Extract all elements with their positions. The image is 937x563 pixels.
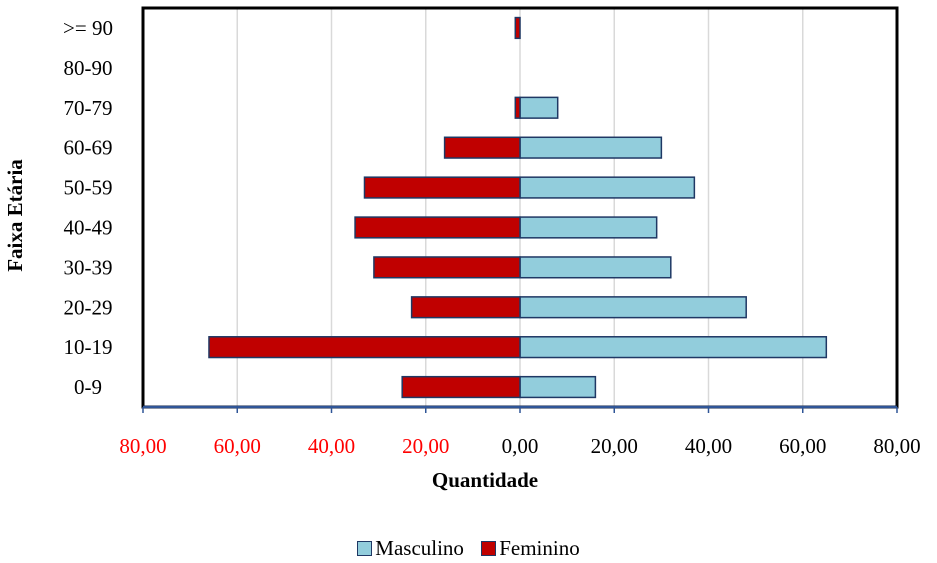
y-tick-label-20-29: 20-29 [64,295,113,319]
y-tick-label-30-39: 30-39 [64,255,113,279]
y-tick-label-40-49: 40-49 [64,215,113,239]
y-tick-label-50-59: 50-59 [64,176,113,200]
y-axis-title: Faixa Etária [3,159,27,272]
bar-feminino-20-29 [410,296,521,319]
x-tick-label: 40,00 [308,434,355,458]
bar-masculino-30-39 [519,256,672,279]
bar-masculino-70-79 [519,96,559,119]
gridlines [236,8,804,407]
legend-item-masculino: Masculino [357,536,464,561]
bar-feminino-0-9 [401,375,521,399]
y-tick-label-80-90: 80-90 [64,56,113,80]
legend-label-masculino: Masculino [375,536,464,560]
x-axis: 80,00 60,00 40,00 20,00 0,00 20,00 40,00 60,00 8… [119,405,921,458]
bar-feminino-40-49 [354,216,521,239]
bar-masculino-50-59 [519,176,696,199]
bar-feminino-90 [514,16,521,40]
legend: Masculino Feminino [0,536,937,562]
bar-masculino-60-69 [519,136,663,159]
bar-feminino-50-59 [363,176,521,199]
y-tick-label-70-79: 70-79 [64,96,113,120]
bar-feminino-30-39 [373,256,521,279]
y-axis-tick-labels: >= 90 80-90 70-79 60-69 50-59 40-49 30-39 20-29… [63,16,113,399]
x-tick-label: 80,00 [119,434,166,458]
bar-feminino-60-69 [443,136,521,159]
legend-swatch-feminino [481,541,497,556]
x-axis-title: Quantidade [432,468,538,492]
x-tick-label: 20,00 [591,434,638,458]
legend-item-feminino: Feminino [481,536,580,561]
x-tick-label: 40,00 [685,434,732,458]
bar-feminino-70-79 [514,96,521,119]
bar-feminino-10-19 [208,336,521,359]
x-tick-label: 60,00 [214,434,261,458]
bar-masculino-0-9 [519,375,597,399]
bar-masculino-40-49 [519,216,658,239]
legend-label-feminino: Feminino [499,536,580,560]
x-tick-label: 60,00 [779,434,826,458]
x-tick-label: 0,00 [502,434,539,458]
y-tick-label-10-19: 10-19 [64,335,113,359]
legend-swatch-masculino [357,541,373,556]
y-tick-label-60-69: 60-69 [64,136,113,160]
y-tick-label-90: >= 90 [63,16,113,40]
bars [208,16,828,399]
bar-masculino-10-19 [519,336,828,359]
x-tick-label: 20,00 [402,434,449,458]
y-tick-label-0-9: 0-9 [74,375,102,399]
x-tick-label: 80,00 [873,434,920,458]
bar-masculino-20-29 [519,296,747,319]
